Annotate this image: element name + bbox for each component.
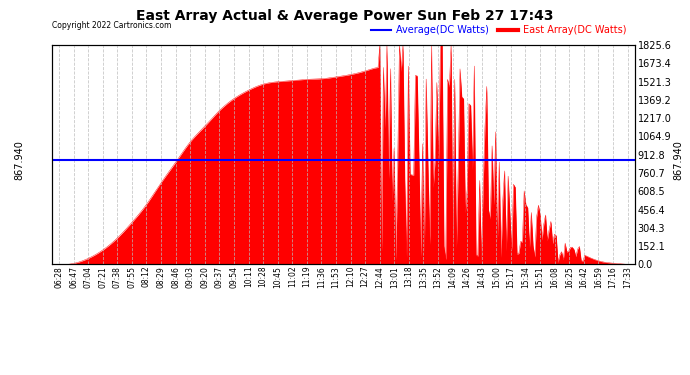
Text: 867.940: 867.940 bbox=[673, 140, 684, 180]
Text: Copyright 2022 Cartronics.com: Copyright 2022 Cartronics.com bbox=[52, 21, 171, 30]
Legend: Average(DC Watts), East Array(DC Watts): Average(DC Watts), East Array(DC Watts) bbox=[368, 21, 630, 39]
Text: East Array Actual & Average Power Sun Feb 27 17:43: East Array Actual & Average Power Sun Fe… bbox=[136, 9, 554, 23]
Text: 867.940: 867.940 bbox=[14, 140, 25, 180]
